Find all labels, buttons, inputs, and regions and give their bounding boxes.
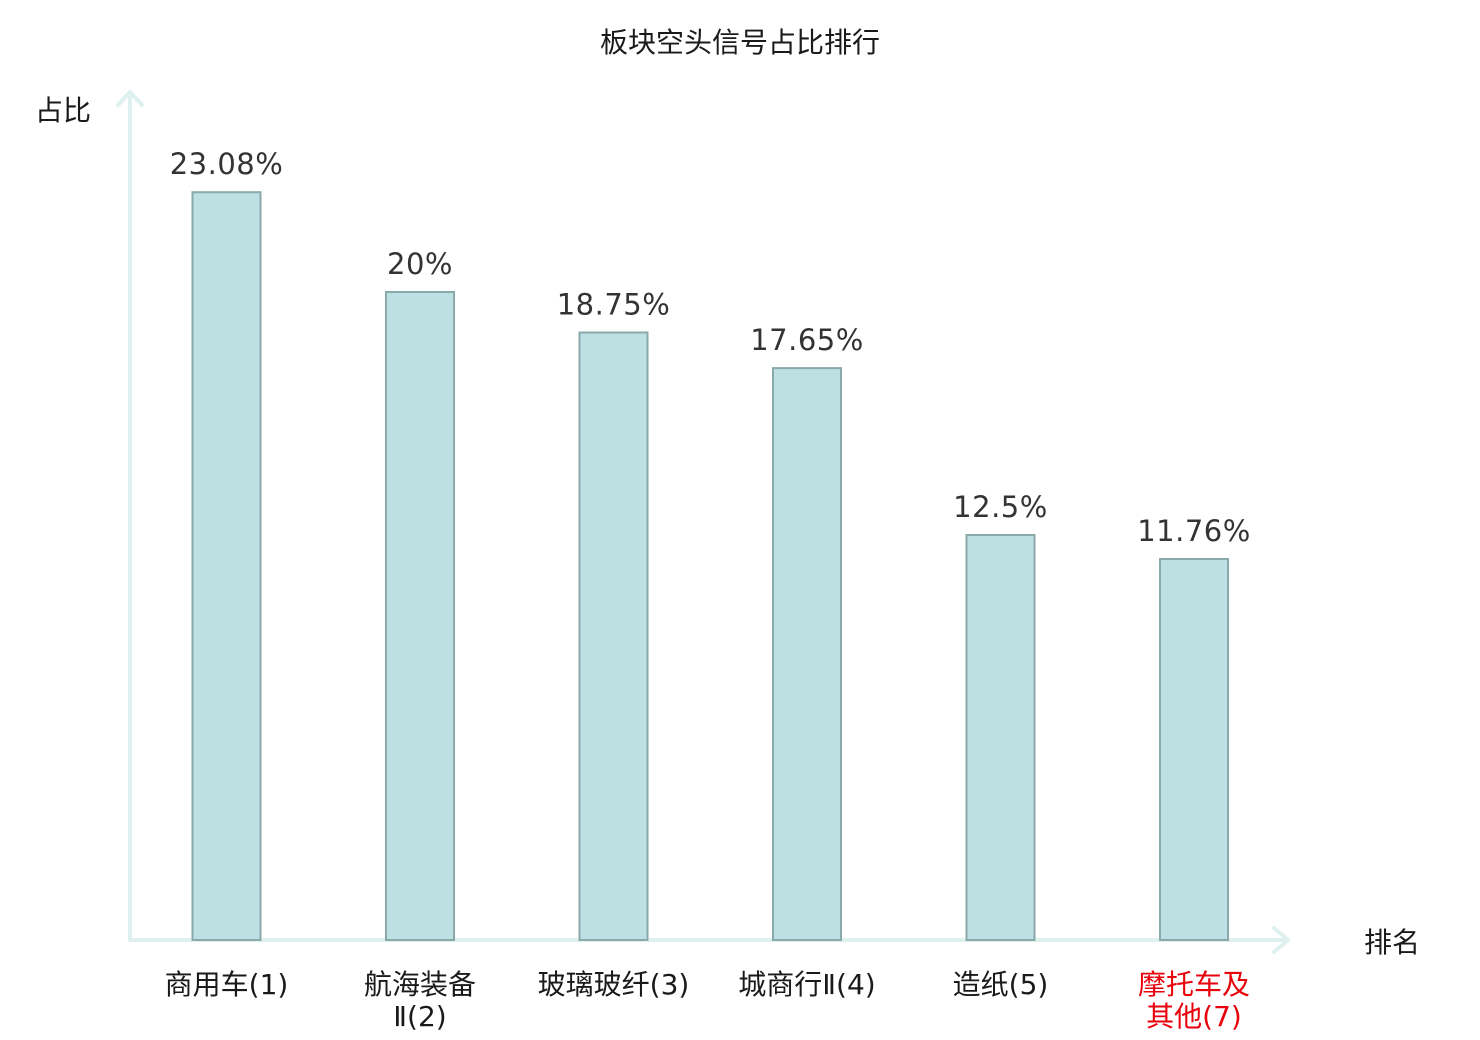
x-tick-label-line: 商用车(1) (165, 968, 289, 1001)
bar (772, 367, 842, 942)
data-label: 20% (387, 247, 453, 281)
x-tick-label-line: 其他(7) (1146, 1000, 1242, 1033)
y-axis (116, 90, 144, 942)
data-label: 23.08% (170, 147, 284, 181)
x-tick-label: 造纸(5) (953, 968, 1049, 1001)
x-axis-label: 排名 (1364, 926, 1420, 959)
data-label: 11.76% (1137, 514, 1251, 548)
bar (191, 191, 262, 941)
x-tick-label-line: 城商行Ⅱ(4) (738, 968, 875, 1001)
x-tick-label-line: Ⅱ(2) (393, 1000, 446, 1033)
bars (191, 191, 1229, 942)
category-labels: 商用车(1) 航海装备 Ⅱ(2) 玻璃玻纤(3) 城商行Ⅱ(4) 造纸(5) 摩托车及其他(… (165, 968, 1250, 1033)
x-axis-arrow (1272, 926, 1290, 954)
x-tick-label: 摩托车及其他(7) (1138, 968, 1250, 1033)
data-label: 17.65% (750, 323, 864, 357)
chart-title: 板块空头信号占比排行 (600, 26, 880, 59)
x-tick-label: 航海装备 Ⅱ(2) (364, 968, 476, 1033)
y-axis-label: 占比 (35, 94, 91, 127)
x-tick-label-line: 玻璃玻纤(3) (538, 968, 690, 1001)
bar (1159, 558, 1229, 941)
value-labels: 23.08% 20% 18.75% 17.65% 12.5% 11.76% (170, 147, 1251, 548)
data-label: 18.75% (557, 288, 671, 322)
x-tick-label: 城商行Ⅱ(4) (738, 968, 875, 1001)
x-tick-label: 玻璃玻纤(3) (538, 968, 690, 1001)
data-label: 12.5% (953, 490, 1048, 524)
bar (385, 291, 455, 941)
x-tick-label-line: 摩托车及 (1138, 968, 1250, 1001)
bar (965, 534, 1036, 941)
y-axis-arrow (116, 90, 144, 107)
x-tick-label: 商用车(1) (165, 968, 289, 1001)
bar (578, 331, 649, 941)
x-tick-label-line: 造纸(5) (953, 968, 1049, 1001)
x-tick-label-line: 航海装备 (364, 968, 476, 1001)
x-axis (128, 926, 1290, 954)
